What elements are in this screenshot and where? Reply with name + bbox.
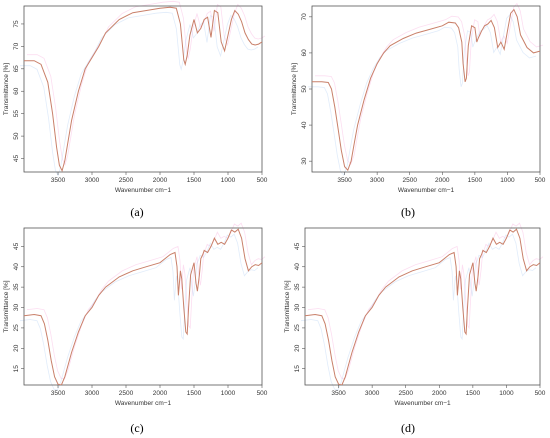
y-tick-label: 45 — [13, 155, 20, 163]
x-tick-label: 2500 — [402, 177, 417, 184]
ghost-trace-2 — [19, 233, 259, 391]
spectrum-line — [24, 228, 262, 385]
x-tick-label: 1500 — [187, 177, 202, 184]
ghost-trace-2 — [300, 233, 537, 391]
spectrum-line — [305, 228, 540, 385]
y-tick-label: 75 — [13, 20, 20, 28]
x-tick-label: 500 — [257, 177, 268, 184]
x-tick-label: 1500 — [466, 390, 481, 397]
x-tick-label: 3000 — [370, 177, 385, 184]
x-tick-label: 3500 — [51, 390, 66, 397]
y-tick-label: 20 — [13, 344, 20, 352]
spectrum-line — [24, 6, 262, 172]
x-tick-label: 2500 — [119, 390, 134, 397]
x-tick-label: 500 — [257, 390, 268, 397]
y-tick-label: 65 — [13, 65, 20, 73]
x-tick-label: 2000 — [435, 177, 450, 184]
plot-frame — [23, 5, 263, 173]
x-tick-label: 2500 — [398, 390, 413, 397]
y-tick-label: 35 — [294, 283, 301, 291]
y-tick-label: 40 — [301, 121, 308, 129]
y-tick-label: 60 — [301, 49, 308, 57]
x-tick-label: 2000 — [432, 390, 447, 397]
y-tick-label: 70 — [13, 42, 20, 50]
x-tick-label: 500 — [535, 390, 546, 397]
spectrum-line — [312, 8, 540, 172]
ghost-trace-1 — [27, 0, 266, 166]
y-tick-label: 45 — [13, 242, 20, 250]
x-axis-label: Wavenumber cm−1 — [398, 187, 455, 194]
y-tick-label: 25 — [13, 324, 20, 332]
panel-caption: (c) — [130, 421, 143, 435]
y-tick-label: 40 — [294, 263, 301, 271]
y-tick-label: 70 — [301, 13, 308, 21]
x-tick-label: 3500 — [51, 177, 66, 184]
panel-d: 3500 3000 2500 2000 1500 1000 500 15 20 25 30 35 40 4… — [284, 222, 546, 435]
x-tick-label: 3500 — [331, 390, 346, 397]
x-tick-label: 2500 — [119, 177, 134, 184]
x-axis-label: Wavenumber cm−1 — [394, 400, 451, 407]
ghost-trace-1 — [26, 222, 266, 380]
y-tick-label: 25 — [294, 324, 301, 332]
y-tick-label: 30 — [13, 304, 20, 312]
x-tick-label: 3500 — [337, 177, 352, 184]
y-tick-label: 35 — [13, 283, 20, 291]
x-tick-label: 2000 — [153, 390, 168, 397]
x-axis-label: Wavenumber cm−1 — [115, 400, 172, 407]
x-tick-label: 500 — [535, 177, 546, 184]
panel-caption: (d) — [401, 421, 415, 435]
panel-c: 3500 3000 2500 2000 1500 1000 500 15 20 25 30 35 40 4… — [3, 222, 268, 435]
x-tick-label: 1500 — [187, 390, 202, 397]
x-tick-label: 1000 — [500, 177, 515, 184]
y-tick-label: 45 — [294, 242, 301, 250]
x-tick-label: 2000 — [153, 177, 168, 184]
y-tick-label: 15 — [294, 365, 301, 373]
panel-b: 3500 3000 2500 2000 1500 1000 500 30 40 50 60 70 Wav… — [291, 2, 546, 219]
y-tick-label: 30 — [294, 304, 301, 312]
plot-frame — [304, 227, 541, 386]
x-tick-label: 3000 — [365, 390, 380, 397]
y-tick-label: 40 — [13, 263, 20, 271]
y-axis-label: Transmittance [%] — [3, 280, 10, 332]
ghost-trace-1 — [315, 2, 544, 165]
x-axis-label: Wavenumber cm−1 — [115, 187, 172, 194]
panel-caption: (a) — [130, 205, 143, 219]
y-tick-label: 50 — [13, 132, 20, 140]
ghost-trace-2 — [308, 13, 537, 176]
y-tick-label: 30 — [301, 157, 308, 165]
ghost-trace-1 — [307, 222, 544, 380]
panel-a: 3500 3000 2500 2000 1500 1000 500 45 50 55 60 65 70 7… — [3, 0, 268, 219]
panel-caption: (b) — [401, 205, 415, 219]
y-axis-label: Transmittance [%] — [291, 63, 298, 115]
y-axis-label: Transmittance [%] — [3, 63, 10, 115]
y-tick-label: 50 — [301, 85, 308, 93]
x-tick-label: 1500 — [468, 177, 483, 184]
x-tick-label: 1000 — [499, 390, 514, 397]
x-tick-label: 1000 — [221, 177, 236, 184]
y-tick-label: 55 — [13, 110, 20, 118]
plot-frame — [23, 227, 263, 386]
x-tick-label: 3000 — [85, 177, 100, 184]
y-axis-label: Transmittance [%] — [284, 280, 291, 332]
ghost-trace-2 — [20, 11, 259, 177]
y-tick-label: 60 — [13, 87, 20, 95]
x-tick-label: 1000 — [221, 390, 236, 397]
x-tick-label: 3000 — [85, 390, 100, 397]
y-tick-label: 20 — [294, 344, 301, 352]
y-tick-label: 15 — [13, 365, 20, 373]
